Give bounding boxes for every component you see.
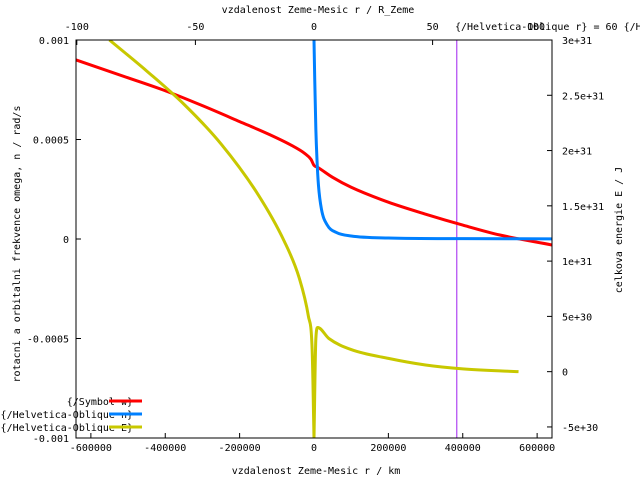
bottom-x-axis-label: vzdalenost Zeme-Mesic r / km: [232, 466, 401, 477]
y-right-tick-label: 3e+31: [562, 36, 592, 47]
x-top-tick-label: -50: [186, 22, 204, 33]
x-tick-label: -200000: [219, 443, 261, 454]
y-left-tick-label: -0.0005: [27, 335, 69, 346]
top-x-axis-label: vzdalenost Zeme-Mesic r / R_Zeme: [222, 5, 415, 16]
x-tick-label: 600000: [519, 443, 555, 454]
plot-frame: [75, 39, 553, 439]
legend: {/Symbol w} {/Helvetica-Oblique n} {/Helve…: [1, 397, 142, 434]
top-right-annotation: {/Helvetica-Oblique r} = 60 {/H: [455, 22, 640, 33]
y-right-tick-label: 1.5e+31: [562, 202, 604, 213]
y-right-tick-label: 0: [562, 368, 568, 379]
y-left-tick-label: 0.001: [39, 36, 69, 47]
x-top-tick-label: -100: [65, 22, 89, 33]
y-right-tick-label: 2.5e+31: [562, 91, 604, 102]
y-right-tick-label: 5e+30: [562, 312, 592, 323]
x-tick-label: 0: [311, 443, 317, 454]
y-left-tick-label: -0.001: [33, 434, 69, 445]
series-layer: [76, 40, 552, 438]
legend-label: {/Helvetica-Oblique E}: [1, 423, 133, 434]
x-top-tick-label: 0: [311, 22, 317, 33]
x-top-tick-label-partial: 100: [527, 22, 545, 33]
y-right-tick-label: -5e+30: [562, 423, 598, 434]
left-y-axis-label: rotacni a orbitalni frekvence omega, n /…: [12, 106, 23, 383]
y-right-tick-label: 1e+31: [562, 257, 592, 268]
series-0-line: [76, 58, 552, 247]
x-tick-label: 200000: [370, 443, 406, 454]
legend-label: {/Helvetica-Oblique n}: [1, 410, 133, 421]
x-top-tick-label: 50: [427, 22, 439, 33]
x-tick-label: -400000: [144, 443, 186, 454]
series-2-line: [108, 40, 519, 438]
legend-label: {/Symbol w}: [67, 397, 133, 408]
y-left-tick-label: 0: [63, 235, 69, 246]
y-right-tick-label: 2e+31: [562, 147, 592, 158]
y-left-tick-label: 0.0005: [33, 136, 69, 147]
x-tick-label: -600000: [70, 443, 112, 454]
right-y-axis-label: celkova energie E / J: [614, 167, 625, 293]
series-1-line: [312, 40, 552, 241]
x-tick-label: 400000: [445, 443, 481, 454]
tick-labels: -600000 -400000 -200000 0 200000 400000 600000…: [27, 22, 604, 454]
